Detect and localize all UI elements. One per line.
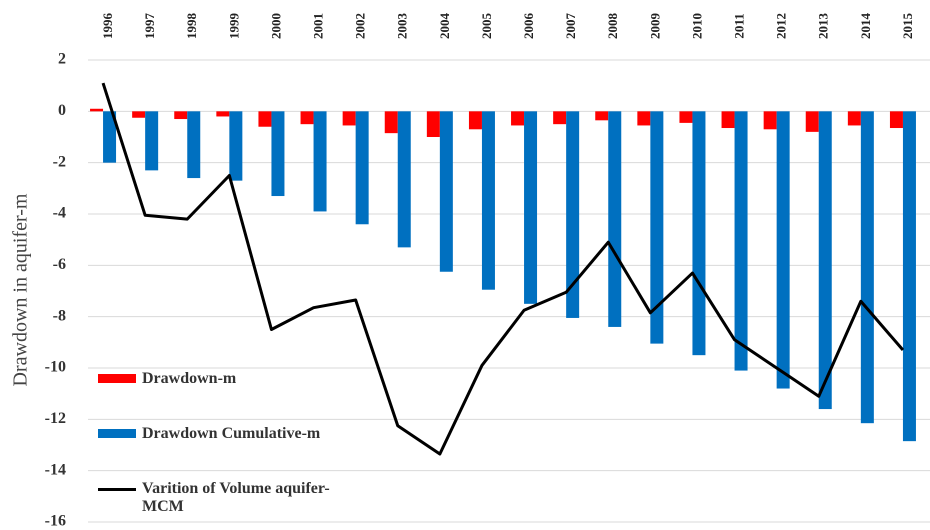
y-tick-label: -12 — [45, 410, 66, 427]
bar — [902, 111, 916, 442]
bar — [216, 111, 230, 117]
y-axis-title: Drawdown in aquifer-m — [10, 193, 32, 386]
x-tick-label: 2005 — [479, 13, 494, 40]
x-tick-label: 2014 — [858, 13, 873, 40]
y-tick-label: 2 — [58, 51, 66, 68]
x-tick-label: 2001 — [311, 13, 326, 39]
y-tick-label: -16 — [45, 513, 66, 530]
y-tick-label: -2 — [53, 153, 66, 170]
x-tick-label: 2004 — [437, 13, 452, 40]
bar — [132, 111, 146, 118]
x-tick-label: 2012 — [774, 13, 789, 39]
y-tick-label: -10 — [45, 359, 66, 376]
bar — [734, 111, 748, 371]
legend-swatch — [98, 488, 136, 491]
x-tick-label: 2010 — [689, 13, 704, 39]
bar — [229, 111, 243, 181]
bar — [524, 111, 538, 304]
y-tick-label: -4 — [53, 205, 66, 222]
y-tick-label: 0 — [58, 102, 66, 119]
x-tick-label: 2007 — [563, 13, 578, 40]
bar — [805, 111, 819, 132]
legend-label: Varition of Volume aquifer-MCM — [142, 480, 330, 515]
bar — [481, 111, 495, 290]
bar — [608, 111, 622, 327]
bar — [174, 111, 188, 120]
bar — [342, 111, 356, 126]
bar — [553, 111, 567, 125]
bar — [818, 111, 832, 410]
legend-item: Drawdown-m — [98, 370, 368, 388]
bar — [426, 111, 440, 137]
x-tick-label: 2000 — [268, 13, 283, 39]
legend-item: Varition of Volume aquifer-MCM — [98, 480, 368, 516]
x-tick-label: 2011 — [732, 13, 747, 38]
bar — [679, 111, 693, 123]
bar — [776, 111, 790, 389]
x-tick-label: 2002 — [353, 13, 368, 39]
x-tick-label: 1996 — [100, 13, 115, 40]
bar — [313, 111, 327, 212]
bar — [384, 111, 398, 134]
bar — [860, 111, 874, 424]
bar — [511, 111, 525, 126]
legend-label: Drawdown Cumulative-m — [142, 425, 321, 442]
bar — [300, 111, 314, 125]
bar — [847, 111, 861, 126]
bar — [355, 111, 369, 225]
x-tick-label: 2003 — [395, 13, 410, 40]
x-tick-label: 2008 — [605, 13, 620, 40]
bar — [650, 111, 664, 344]
x-tick-label: 2015 — [900, 13, 915, 40]
y-tick-label: -8 — [53, 307, 66, 324]
legend-swatch — [98, 374, 136, 383]
bar — [258, 111, 272, 127]
x-tick-label: 2006 — [521, 13, 536, 40]
bar — [397, 111, 411, 248]
y-tick-label: -14 — [45, 461, 66, 478]
bar — [187, 111, 201, 179]
legend-item: Drawdown Cumulative-m — [98, 425, 368, 443]
x-tick-label: 2009 — [647, 13, 662, 40]
bar — [692, 111, 706, 356]
legend-swatch — [98, 429, 136, 438]
bar — [566, 111, 580, 318]
bar — [103, 111, 117, 163]
bar — [439, 111, 453, 272]
bar — [271, 111, 285, 197]
x-tick-label: 1998 — [184, 13, 199, 40]
y-tick-label: -6 — [53, 256, 66, 273]
bar — [889, 111, 903, 129]
line — [101, 82, 905, 456]
bar — [763, 111, 777, 130]
bar — [145, 111, 159, 171]
bar — [90, 108, 104, 112]
bar — [595, 111, 609, 121]
x-tick-label: 1999 — [226, 13, 241, 40]
x-tick-label: 2013 — [816, 13, 831, 40]
bar — [721, 111, 735, 129]
x-tick-label: 1997 — [142, 13, 157, 40]
legend-label: Drawdown-m — [142, 370, 237, 387]
bar — [468, 111, 482, 130]
bar — [637, 111, 651, 126]
